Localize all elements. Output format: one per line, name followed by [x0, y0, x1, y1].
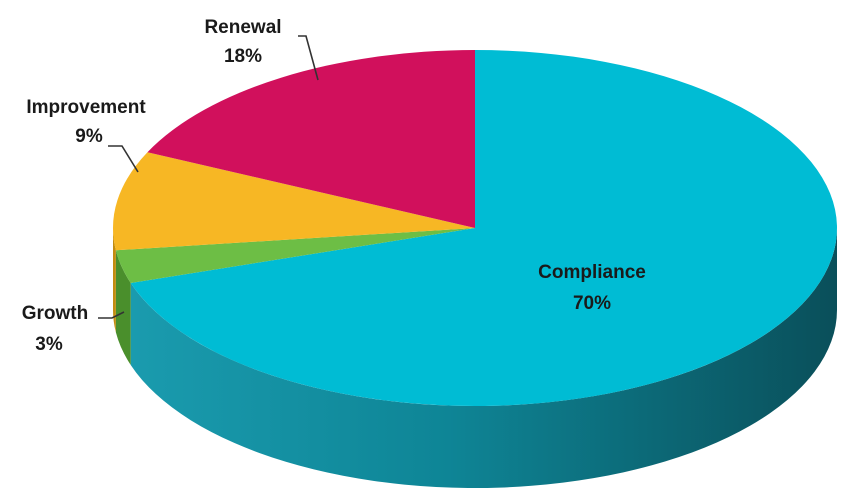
growth-leader-line — [98, 311, 125, 319]
renewal-leader-line — [298, 35, 319, 81]
compliance-name-label: Compliance — [538, 262, 646, 283]
growth-percent-label: 3% — [35, 334, 63, 355]
renewal-percent-label: 18% — [224, 46, 262, 67]
improvement-side-wall — [113, 228, 116, 333]
growth-name-label: Growth — [22, 303, 89, 324]
growth-slice — [115, 228, 475, 284]
renewal-name-label: Renewal — [204, 17, 281, 38]
compliance-slice — [130, 50, 838, 406]
pie-top-group — [112, 50, 838, 406]
improvement-percent-label: 9% — [75, 126, 103, 147]
label-group: Renewal 18% Improvement 9% Growth 3% Com… — [22, 17, 646, 355]
improvement-name-label: Improvement — [26, 97, 146, 118]
leader-line-group — [98, 35, 319, 319]
growth-side-wall — [115, 250, 131, 366]
improvement-leader-line — [108, 145, 139, 173]
compliance-side-wall — [130, 228, 838, 489]
compliance-percent-label: 70% — [573, 293, 611, 314]
improvement-slice — [112, 152, 475, 251]
renewal-slice — [147, 50, 475, 228]
pie-side-group — [113, 228, 838, 489]
